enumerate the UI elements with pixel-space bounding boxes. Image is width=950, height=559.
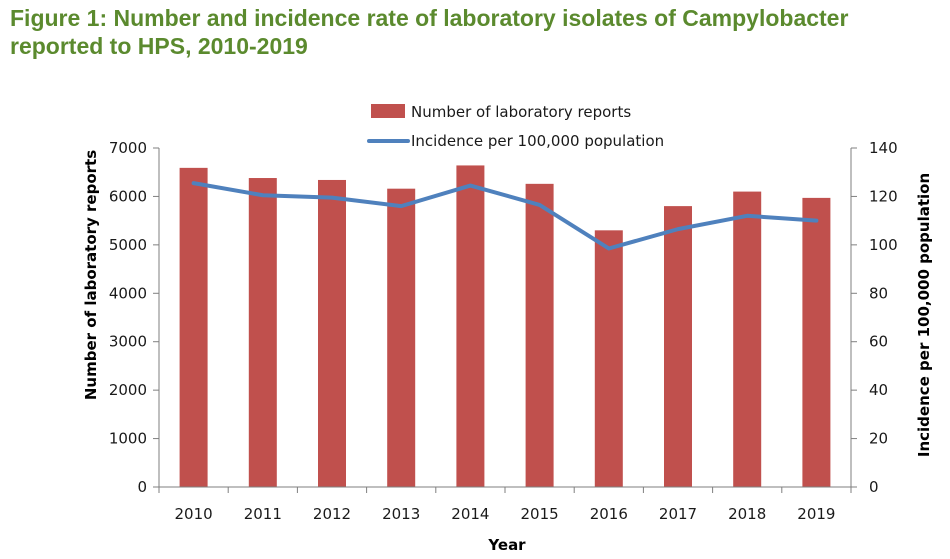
- y-axis-title: Number of laboratory reports: [82, 150, 100, 400]
- bar-2012: [318, 179, 346, 487]
- right-tick-label: 80: [869, 284, 888, 302]
- x-tick-label: 2019: [797, 505, 835, 523]
- bar-2016: [594, 230, 623, 488]
- legend-bar-label: Number of laboratory reports: [411, 103, 631, 121]
- bar-2014: [456, 165, 485, 488]
- left-tick-label: 1000: [109, 430, 147, 448]
- right-tick-label: 140: [869, 139, 898, 157]
- right-tick-label: 40: [869, 381, 888, 399]
- x-axis-title: Year: [487, 536, 526, 554]
- right-tick-label: 100: [869, 236, 898, 254]
- x-tick-label: 2012: [313, 505, 351, 523]
- bar-2013: [387, 188, 416, 487]
- bar-2018: [733, 191, 762, 488]
- left-tick-group: 0 1000 2000 3000 4000 5000 6000 7000: [109, 139, 159, 496]
- bar-2017: [664, 206, 692, 487]
- x-tick-label: 2017: [659, 505, 697, 523]
- x-tick-label: 2013: [382, 505, 420, 523]
- figure-title: Figure 1: Number and incidence rate of l…: [10, 5, 849, 59]
- right-tick-label: 60: [869, 333, 888, 351]
- x-tick-label: 2011: [244, 505, 282, 523]
- x-tick-label: 2015: [521, 505, 559, 523]
- left-tick-label: 5000: [109, 236, 147, 254]
- left-tick-label: 3000: [109, 333, 147, 351]
- left-tick-label: 6000: [109, 187, 147, 205]
- legend-line-label: Incidence per 100,000 population: [411, 132, 664, 150]
- x-tick-label: 2018: [728, 505, 766, 523]
- bar-group: [179, 165, 831, 488]
- left-tick-label: 2000: [109, 381, 147, 399]
- left-tick-label: 7000: [109, 139, 147, 157]
- right-tick-label: 20: [869, 430, 888, 448]
- bar-2019: [802, 197, 831, 488]
- right-tick-group: 0 20 40 60 80 100 120 140: [851, 139, 898, 496]
- x-tick-label: 2014: [451, 505, 489, 523]
- x-tick-group: 2010 2011 2012 2013 2014 2015 2016 2017 2018 2019: [158, 487, 852, 523]
- bar-2015: [525, 183, 554, 487]
- right-tick-label: 0: [869, 478, 879, 496]
- bar-2011: [248, 178, 277, 488]
- x-tick-label: 2010: [175, 505, 213, 523]
- incidence-line: [191, 181, 819, 251]
- bar-2010: [179, 167, 208, 487]
- right-tick-label: 120: [869, 187, 898, 205]
- y2-axis-title: Incidence per 100,000 population: [915, 173, 933, 457]
- left-tick-label: 4000: [109, 284, 147, 302]
- left-tick-label: 0: [137, 478, 147, 496]
- x-tick-label: 2016: [590, 505, 628, 523]
- legend-bar-swatch: [371, 104, 405, 118]
